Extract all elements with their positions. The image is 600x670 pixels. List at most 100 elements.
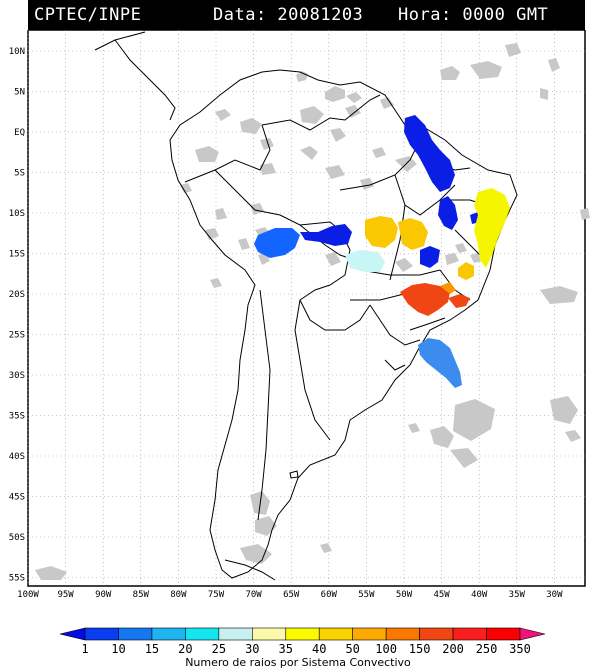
tierra-del-fuego <box>224 559 276 581</box>
longitude-label: 90W <box>95 590 112 600</box>
storm-cell-lightblue <box>418 338 462 388</box>
longitude-label: 55W <box>358 590 375 600</box>
cloud-patch <box>325 86 345 102</box>
longitude-labels: 100W 95W 90W 85W 80W 75W 70W 65W 60W 55W 50W 45W 40W… <box>17 590 563 600</box>
storm-cell-yellow <box>474 188 510 268</box>
latitude-label: 40S <box>9 452 25 462</box>
longitude-label: 100W <box>17 590 39 600</box>
storm-cell-red <box>400 283 450 316</box>
colorbar-cell <box>352 627 387 641</box>
colorbar-cells <box>59 627 546 641</box>
political-boundaries <box>94 31 518 581</box>
central-america-coastline <box>94 31 176 121</box>
falklands <box>289 470 299 479</box>
cloud-patch <box>470 253 482 263</box>
cloud-patch <box>372 147 386 158</box>
colorbar-cell <box>218 627 253 641</box>
storm-cell-orange <box>398 218 428 250</box>
lightning-map: 10N5NEQ5S10S15S20S25S30S35S40S45S50S55S … <box>9 30 590 600</box>
colorbar-tick-label: 350 <box>509 642 531 656</box>
graticule <box>27 30 585 586</box>
latitude-label: 15S <box>9 250 25 260</box>
storm-cell-red <box>448 294 470 308</box>
cloud-patch <box>440 66 460 80</box>
storm-cell-blue <box>438 196 458 230</box>
cloud-patch <box>250 203 264 215</box>
country-border <box>261 107 361 131</box>
latitude-label: 25S <box>9 331 25 341</box>
country-border <box>257 289 271 521</box>
colorbar-tick-label: 200 <box>442 642 464 656</box>
colorbar-tick-label: 10 <box>111 642 125 656</box>
cloud-patch <box>215 109 231 121</box>
cloud-patch <box>450 448 478 468</box>
colorbar-ticks: 1 10 15 20 25 30 35 40 50 100 150 200 250 350 <box>81 642 530 656</box>
cloud-patch <box>210 278 222 288</box>
map-header: CPTEC/INPE Data: 20081203 Hora: 0000 GMT <box>28 0 585 30</box>
longitude-label: 95W <box>57 590 74 600</box>
cloud-patch <box>180 183 192 193</box>
cloud-patch <box>345 105 361 118</box>
latitude-label: 50S <box>9 533 25 543</box>
cloud-patch <box>453 399 495 441</box>
cloud-patch <box>380 97 394 109</box>
cloud-patch <box>360 178 374 190</box>
latitude-label: 10S <box>9 209 25 219</box>
cloud-patch <box>35 566 67 580</box>
cloud-patch <box>540 88 548 100</box>
cloud-patch <box>395 258 413 272</box>
convective-systems <box>254 115 510 388</box>
latitude-label: 5N <box>14 88 25 98</box>
colorbar-cell <box>84 627 119 641</box>
colorbar-cell <box>452 627 487 641</box>
colorbar-tick-label: 20 <box>178 642 192 656</box>
colorbar-tick-label: 35 <box>279 642 293 656</box>
colorbar-tick-label: 1 <box>81 642 88 656</box>
storm-cell-blue <box>420 246 440 268</box>
storm-cell-blue <box>300 224 352 246</box>
cloud-patch <box>548 58 560 72</box>
colorbar: 1 10 15 20 25 30 35 40 50 100 150 200 250 350 Numero … <box>59 627 546 669</box>
latitude-label: 35S <box>9 412 25 422</box>
colorbar-tick-label: 40 <box>312 642 326 656</box>
colorbar-cell <box>185 627 220 641</box>
colorbar-cell <box>318 627 353 641</box>
cloud-patch <box>445 253 459 265</box>
cloud-patch <box>540 286 578 304</box>
country-border <box>359 94 381 109</box>
latitude-label: 55S <box>9 574 25 584</box>
storm-cell-cyan <box>345 250 385 272</box>
longitude-label: 75W <box>208 590 225 600</box>
storm-cell-orange-edge <box>440 282 456 294</box>
longitude-label: 85W <box>133 590 150 600</box>
colorbar-cell <box>519 627 546 641</box>
cloud-patch <box>408 423 420 433</box>
colorbar-cell <box>486 627 521 641</box>
cloud-patch <box>430 426 454 448</box>
cloud-patch <box>205 228 219 240</box>
longitude-label: 35W <box>509 590 526 600</box>
cloud-patch <box>455 243 467 253</box>
longitude-label: 30W <box>546 590 563 600</box>
country-border <box>214 169 341 231</box>
longitude-label: 60W <box>321 590 338 600</box>
cloud-patch <box>505 43 521 57</box>
date-label: Data: 20081203 <box>213 5 364 25</box>
cloud-patch <box>320 543 332 553</box>
latitude-label: 30S <box>9 371 25 381</box>
cloud-patch <box>325 165 345 179</box>
cloud-patch <box>325 252 341 266</box>
colorbar-tick-label: 50 <box>345 642 359 656</box>
colorbar-cell <box>385 627 420 641</box>
brazil-state-border <box>409 317 446 331</box>
colorbar-tick-label: 25 <box>212 642 226 656</box>
country-border <box>369 304 421 346</box>
country-border <box>294 299 331 441</box>
time-label: Hora: 0000 GMT <box>398 5 549 25</box>
country-border <box>299 229 351 301</box>
colorbar-title: Numero de raios por Sistema Convectivo <box>185 656 411 669</box>
latitude-labels: 10N 5N EQ 5S 10S 15S 20S 25S 30S 35S 40S 45S 50S 55S <box>9 47 25 584</box>
brazil-state-border <box>359 269 441 276</box>
cloud-patch <box>580 208 590 220</box>
source-label: CPTEC/INPE <box>34 5 142 25</box>
